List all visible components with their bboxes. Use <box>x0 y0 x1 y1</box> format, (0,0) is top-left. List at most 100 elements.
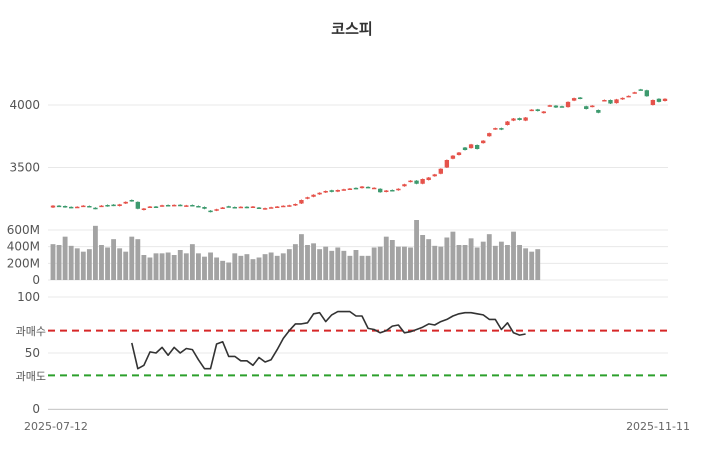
candle-body <box>202 207 207 209</box>
volume-bar <box>202 256 207 280</box>
volume-bar <box>50 244 56 280</box>
candle-body <box>341 189 347 191</box>
candle-body <box>178 204 183 207</box>
candle-body <box>620 97 625 100</box>
candle-body <box>432 174 437 177</box>
candle-body <box>93 207 98 210</box>
candle-body <box>499 128 504 130</box>
candle-body <box>353 187 359 190</box>
candle-body <box>505 121 510 125</box>
volume-bar <box>147 257 153 280</box>
candle-body <box>396 188 401 191</box>
price-tick-label: 4000 <box>9 98 40 112</box>
volume-bar <box>323 246 329 280</box>
candle-body <box>559 106 565 108</box>
volume-bar <box>135 239 141 280</box>
volume-bar <box>535 249 541 280</box>
candle-body <box>390 190 395 192</box>
candle-body <box>371 187 377 190</box>
volume-bar <box>196 253 201 280</box>
volume-bar <box>511 231 516 280</box>
candle-body <box>196 206 201 208</box>
candle-body <box>99 205 104 208</box>
volume-bar <box>365 255 371 280</box>
candle-body <box>426 177 431 180</box>
volume-bar <box>183 253 189 280</box>
candle-body <box>232 207 237 209</box>
volume-bar <box>341 250 347 280</box>
candle-body <box>493 128 498 130</box>
candle-body <box>462 147 468 150</box>
volume-bar <box>347 255 353 280</box>
candle-body <box>347 188 353 190</box>
volume-bar <box>444 237 450 280</box>
candle-body <box>293 204 298 206</box>
candle-body <box>632 92 637 94</box>
candle-body <box>638 89 643 91</box>
volume-bar <box>359 255 365 280</box>
candle-body <box>299 200 304 204</box>
volume-bar <box>383 236 389 280</box>
candle-body <box>190 205 195 207</box>
candle-body <box>468 144 474 149</box>
volume-bar <box>274 255 280 280</box>
candle-body <box>450 155 456 159</box>
candle-body <box>408 180 413 183</box>
volume-tick-label: 0 <box>32 273 40 287</box>
candle-body <box>571 98 577 101</box>
candle-body <box>214 209 219 211</box>
candle-body <box>335 190 340 192</box>
candle-body <box>147 206 153 208</box>
volume-bar <box>414 220 419 280</box>
candle-body <box>329 190 334 192</box>
volume-bar <box>105 247 110 280</box>
volume-bar <box>171 255 177 280</box>
volume-bar <box>438 246 444 280</box>
volume-bar <box>432 245 438 280</box>
candle-body <box>656 98 662 102</box>
volume-bar <box>159 253 165 280</box>
volume-bar <box>189 244 195 280</box>
oversold-label: 과매도 <box>16 370 46 383</box>
volume-bar <box>99 245 104 280</box>
candle-body <box>135 201 141 209</box>
volume-bar <box>305 245 310 280</box>
volume-tick-label: 400M <box>7 240 40 254</box>
candle-body <box>529 109 534 112</box>
volume-bar <box>408 247 413 280</box>
candle-body <box>87 206 92 208</box>
volume-bar <box>286 249 292 280</box>
volume-bar <box>402 246 407 280</box>
volume-bar <box>129 236 135 280</box>
volume-bar <box>280 253 286 280</box>
volume-bar <box>226 262 232 280</box>
volume-bar <box>335 247 341 280</box>
candle-body <box>244 206 250 209</box>
candle-body <box>474 145 480 149</box>
volume-bar <box>474 247 480 280</box>
volume-bar <box>117 248 123 280</box>
candle-body <box>62 206 68 208</box>
candle-body <box>608 100 613 104</box>
osc-tick-label: 100 <box>17 290 40 304</box>
candle-body <box>602 100 607 102</box>
volume-bar <box>92 225 98 280</box>
overbought-label: 과매수 <box>16 325 46 338</box>
candle-body <box>438 168 443 174</box>
volume-bar <box>153 253 159 280</box>
candle-body <box>323 191 328 193</box>
candle-body <box>68 206 74 209</box>
candle-body <box>547 105 553 107</box>
candle-body <box>208 210 213 213</box>
volume-bar <box>486 234 492 280</box>
candle-body <box>153 206 159 208</box>
volume-bar <box>214 257 220 280</box>
candle-body <box>75 206 80 209</box>
volume-bar <box>165 252 171 280</box>
candle-body <box>644 90 650 97</box>
volume-bar <box>220 260 226 280</box>
volume-bar <box>80 251 86 280</box>
volume-bar <box>208 252 213 280</box>
candle-body <box>378 188 383 193</box>
